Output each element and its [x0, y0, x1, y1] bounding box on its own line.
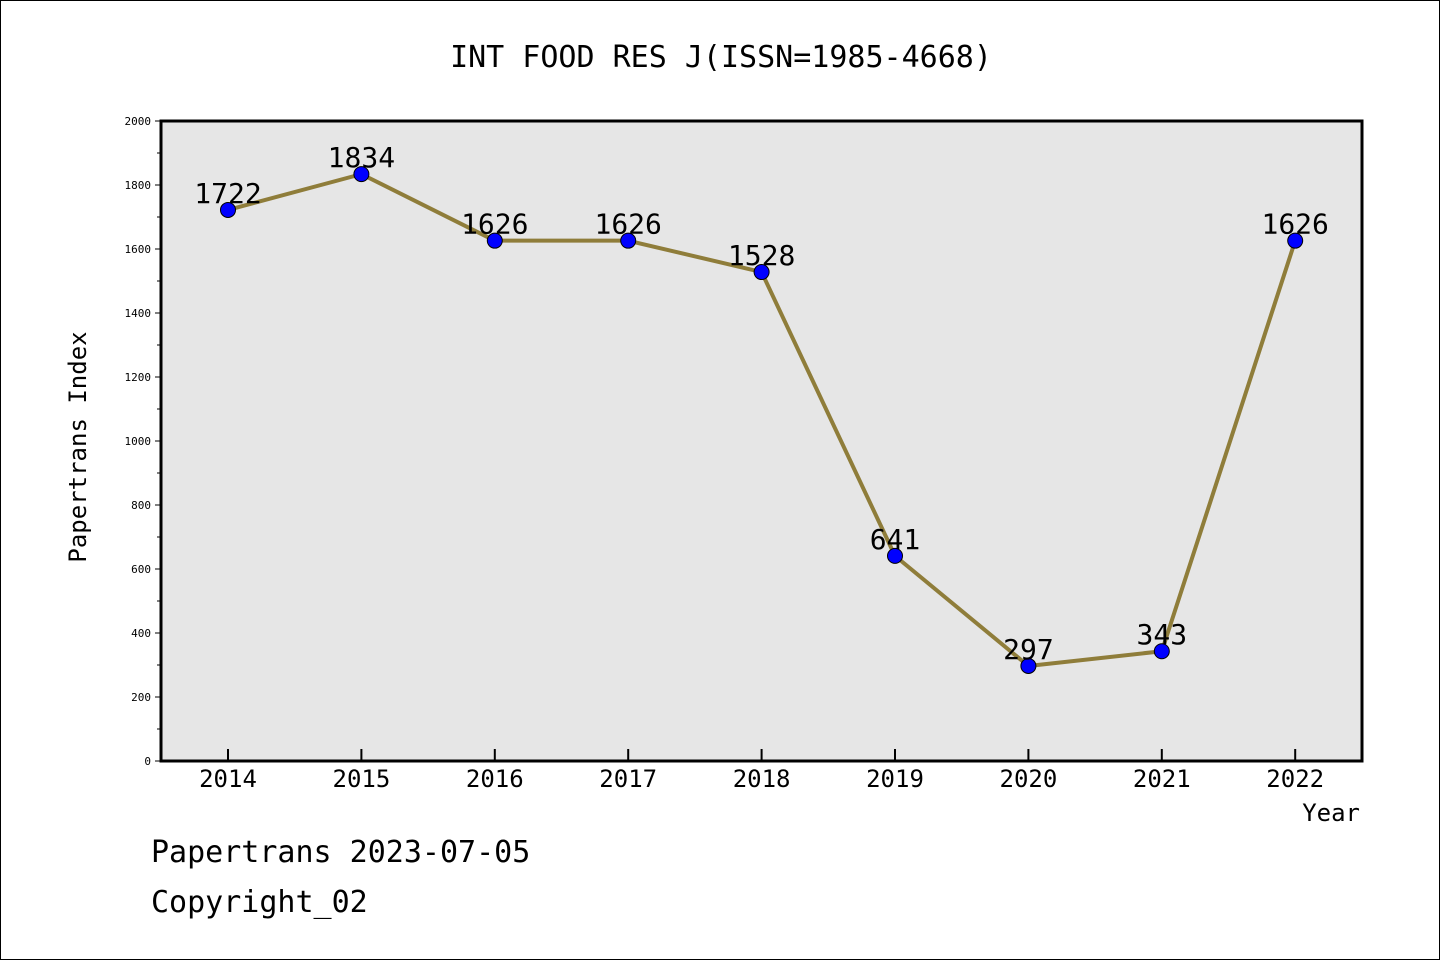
x-axis-label: Year	[1302, 799, 1360, 827]
data-label: 1626	[594, 208, 661, 241]
data-point-marker	[620, 232, 637, 249]
y-axis-label: Papertrans Index	[64, 331, 92, 562]
data-point-marker	[1153, 643, 1170, 660]
y-tick-label: 800	[131, 499, 151, 512]
data-label: 1626	[1261, 208, 1328, 241]
data-label: 1626	[461, 208, 528, 241]
y-tick-label: 400	[131, 627, 151, 640]
footer-date: Papertrans 2023-07-05	[151, 835, 531, 870]
y-tick-label: 200	[131, 691, 151, 704]
data-label: 1528	[728, 239, 795, 272]
x-tick-label: 2015	[333, 765, 391, 793]
data-point-marker	[753, 264, 770, 281]
y-tick-label: 1200	[125, 371, 152, 384]
data-label: 343	[1137, 618, 1188, 651]
y-tick-label: 1000	[125, 435, 152, 448]
y-tick-label: 0	[144, 755, 151, 768]
y-tick-label: 1400	[125, 307, 152, 320]
x-tick-label: 2014	[199, 765, 257, 793]
data-label: 1722	[194, 177, 261, 210]
x-tick-label: 2017	[599, 765, 657, 793]
data-point-marker	[220, 201, 236, 218]
y-tick-label: 1800	[125, 179, 152, 192]
y-tick-label: 1600	[125, 243, 152, 256]
data-point-marker	[353, 166, 370, 183]
x-axis-ticks: 2014 2015 2016 2017 2018 2019 2020 2021 2022	[199, 749, 1324, 793]
chart-title: INT FOOD RES J(ISSN=1985-4668)	[450, 40, 992, 75]
data-point-marker	[1020, 657, 1037, 674]
data-markers	[220, 166, 1304, 674]
data-labels: 1722 1834 1626 1626 1528 641 297 343 1626	[194, 141, 1329, 666]
data-label: 1834	[328, 141, 395, 174]
x-tick-label: 2021	[1133, 765, 1191, 793]
x-tick-label: 2022	[1266, 765, 1324, 793]
data-label: 297	[1003, 633, 1054, 666]
y-axis-ticks: 0 200 400 600 800 1000 1200 1400 1600 1800 2000	[125, 115, 161, 768]
plot-area	[159, 119, 1364, 763]
data-point-marker	[1287, 232, 1304, 249]
x-tick-label: 2018	[733, 765, 791, 793]
data-point-marker	[887, 547, 903, 564]
data-label: 641	[870, 523, 921, 556]
x-tick-label: 2020	[1000, 765, 1058, 793]
y-tick-label: 2000	[125, 115, 152, 128]
footer-copyright: Copyright_02	[151, 885, 368, 920]
x-tick-label: 2016	[466, 765, 524, 793]
x-tick-label: 2019	[866, 765, 924, 793]
data-point-marker	[486, 232, 503, 249]
y-tick-label: 600	[131, 563, 151, 576]
